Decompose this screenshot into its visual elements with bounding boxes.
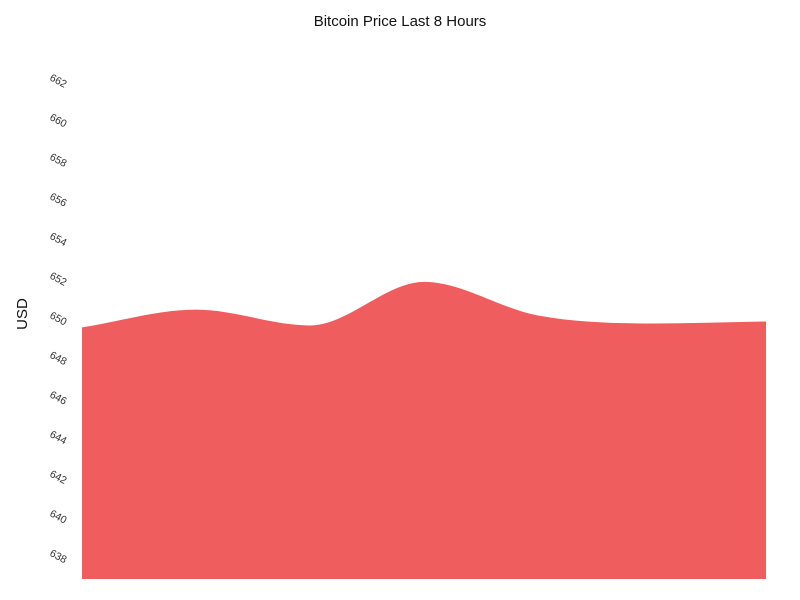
y-tick-label: 656 xyxy=(48,191,69,210)
y-tick-label: 652 xyxy=(48,270,69,289)
chart-title: Bitcoin Price Last 8 Hours xyxy=(314,13,487,30)
y-tick-label: 638 xyxy=(48,547,69,566)
y-tick-label: 650 xyxy=(48,310,69,329)
y-tick-label: 654 xyxy=(48,230,69,249)
y-axis-label: USD xyxy=(14,298,31,330)
y-tick-label: 658 xyxy=(48,151,69,170)
y-tick-label: 662 xyxy=(48,72,69,91)
y-tick-label: 648 xyxy=(48,349,69,368)
y-axis-ticks: 638 640 642 644 646 648 650 652 654 656 658 660 662 xyxy=(48,72,69,566)
price-area-series xyxy=(82,281,766,579)
y-tick-label: 660 xyxy=(48,111,69,130)
plot-area xyxy=(82,281,766,579)
y-tick-label: 642 xyxy=(48,468,69,487)
y-tick-label: 640 xyxy=(48,508,69,527)
y-tick-label: 646 xyxy=(48,389,69,408)
y-tick-label: 644 xyxy=(48,428,69,447)
